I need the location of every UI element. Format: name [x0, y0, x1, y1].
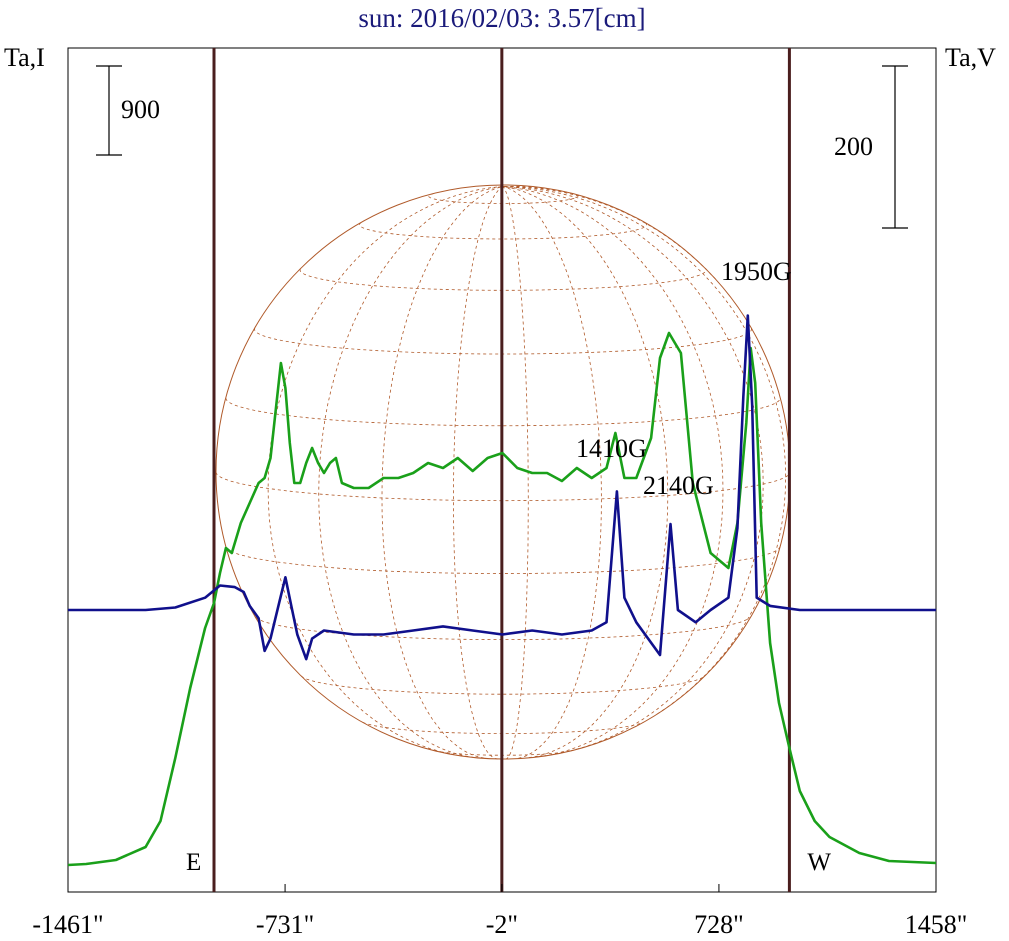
- limb-marker-label: E: [186, 849, 201, 876]
- annotation-label: 2140G: [643, 471, 714, 500]
- meridian-line: [502, 186, 602, 759]
- meridian-line: [452, 186, 504, 760]
- parallel-line: [215, 471, 791, 502]
- annotation-label: 1950G: [721, 257, 792, 286]
- meridian-line: [267, 186, 504, 756]
- meridian-line: [502, 186, 669, 759]
- series-I-line: [67, 331, 937, 867]
- meridian-line: [502, 186, 764, 752]
- series-V-line: [68, 314, 936, 661]
- meridian-line: [502, 186, 787, 715]
- parallel-line: [300, 675, 706, 695]
- meridian-line: [502, 186, 716, 280]
- x-tick-label: 728": [694, 910, 744, 939]
- parallel-line: [225, 547, 781, 575]
- x-tick-label: 1458": [905, 910, 968, 939]
- series-lines: [67, 314, 937, 867]
- x-tick-label: -1461": [32, 910, 103, 939]
- meridian-line: [502, 186, 724, 758]
- left-axis-label: Ta,I: [4, 43, 45, 72]
- chart-title: sun: 2016/02/03: 3.57[cm]: [358, 3, 645, 33]
- x-axis-ticks: -1461" -731" -2" 728" 1458": [32, 884, 967, 939]
- right-axis-label: Ta,V: [945, 43, 996, 72]
- meridian-line: [381, 186, 504, 759]
- annotation-label: 1410G: [576, 434, 647, 463]
- x-tick-label: -2": [486, 910, 518, 939]
- annotations: 1950G 1410G 2140G: [576, 257, 792, 500]
- scale-bars: 900 200: [96, 65, 908, 229]
- meridian-line: [502, 186, 529, 760]
- scale-bar-label: 200: [834, 132, 873, 161]
- meridian-line: [318, 186, 504, 758]
- limb-marker-label: W: [807, 849, 831, 876]
- scale-bar-label: 900: [121, 95, 160, 124]
- parallel-line: [362, 721, 644, 734]
- parallel-line: [299, 268, 707, 291]
- x-tick-label: -731": [256, 910, 314, 939]
